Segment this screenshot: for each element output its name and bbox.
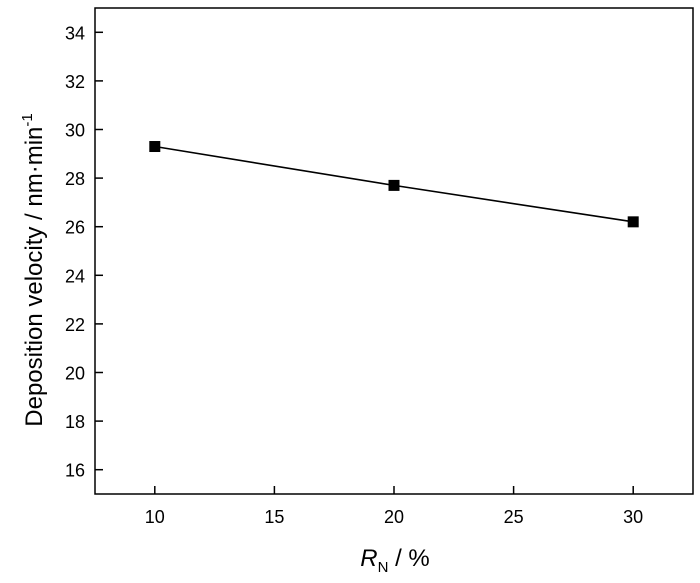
x-axis-title-unit: / %: [388, 545, 429, 572]
data-point-0-2: [627, 216, 639, 228]
plot-layer: 10 15 20 25 30 16 18 20 22 24 26 28 30 32 34: [65, 7, 694, 527]
x-axis-title-main: R: [360, 545, 377, 572]
x-axis-title-subscript: N: [378, 559, 389, 576]
x-tick-label-3: 25: [504, 507, 524, 527]
y-tick-label-2: 20: [65, 364, 85, 384]
plot-frame: [94, 7, 694, 495]
y-tick-label-6: 28: [65, 169, 85, 189]
y-axis-title-main: Deposition velocity / nm·min: [21, 127, 48, 427]
y-tick-label-1: 18: [65, 412, 85, 432]
y-tick-label-7: 30: [65, 121, 85, 141]
y-tick-label-3: 22: [65, 315, 85, 335]
x-tick-label-4: 30: [623, 507, 643, 527]
data-point-0-1: [388, 179, 400, 191]
y-tick-label-0: 16: [65, 461, 85, 481]
y-axis-title: Deposition velocity / nm·min-1: [19, 113, 48, 426]
x-axis-title: RN / %: [360, 545, 430, 576]
data-point-0-0: [149, 141, 161, 153]
y-axis-title-superscript: -1: [19, 113, 36, 126]
x-tick-label-2: 20: [384, 507, 404, 527]
y-tick-label-8: 32: [65, 72, 85, 92]
y-tick-label-5: 26: [65, 218, 85, 238]
x-tick-label-1: 15: [264, 507, 284, 527]
y-tick-label-9: 34: [65, 23, 85, 43]
x-tick-label-0: 10: [145, 507, 165, 527]
y-tick-label-4: 24: [65, 266, 85, 286]
